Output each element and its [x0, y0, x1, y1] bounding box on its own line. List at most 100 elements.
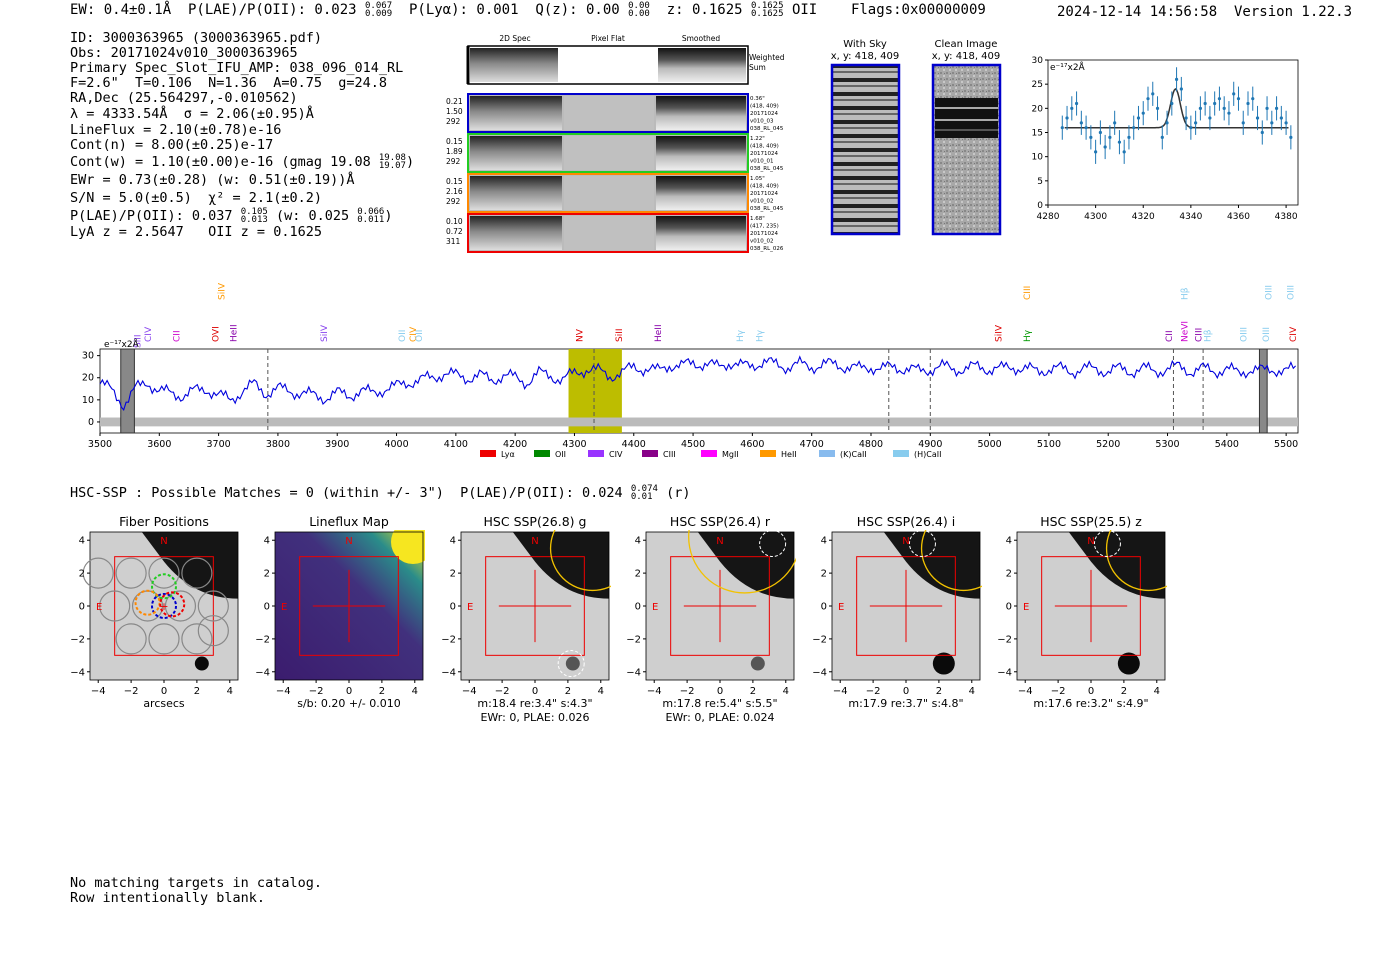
- hsc-ytick: 0: [1006, 602, 1012, 613]
- zoom-point: [1165, 121, 1169, 125]
- spectral-line-label: CIV: [144, 326, 154, 342]
- hsc-ytick: 0: [635, 602, 641, 613]
- north-marker: N: [531, 536, 538, 547]
- hsc-xtick: −2: [309, 686, 324, 697]
- fiber-row-meta: v010_02: [750, 199, 774, 205]
- hsc-panel-image: + N E −4 −4 −2 −2 0 0 2 2 4 4: [70, 531, 239, 697]
- legend-swatch: [760, 450, 776, 457]
- hsc-xtick: 2: [194, 686, 200, 697]
- zoom-ytick: 25: [1032, 80, 1043, 90]
- spectral-line-label: CIII: [1195, 328, 1205, 342]
- spectral-line-label: OIII: [1287, 285, 1297, 300]
- hsc-ytick: 0: [450, 602, 456, 613]
- fiber-row-meta: 20171024: [750, 151, 778, 157]
- info-plae: P(LAE)/P(OII): 0.037 0.105 0.013 (w: 0.02…: [70, 207, 393, 225]
- fiber-circle: [115, 557, 147, 589]
- hsc-ytick: 2: [635, 569, 641, 580]
- zoom-point: [1208, 116, 1212, 120]
- clean-image: [931, 63, 1002, 236]
- hsc-xtick: 0: [161, 686, 167, 697]
- timestamp-version: 2024-12-14 14:56:58 Version 1.22.3: [1057, 4, 1353, 20]
- fiber-circle: [164, 590, 197, 622]
- hsc-xtick: 0: [717, 686, 723, 697]
- fiber-circle: [115, 623, 147, 655]
- hsc-xtick: 4: [598, 686, 604, 697]
- spectrum-xtick: 5000: [978, 439, 1002, 450]
- info-sn-chi2: S/N = 5.0(±0.5) χ² = 2.1(±0.2): [70, 190, 322, 206]
- legend-swatch: [534, 450, 550, 457]
- zoom-ytick: 15: [1032, 129, 1043, 139]
- spectrum-xtick: 5300: [1155, 439, 1179, 450]
- legend-label: (K)CaII: [840, 450, 867, 459]
- info-lya-z: LyA z = 2.5647 OII z = 0.1625: [70, 224, 322, 240]
- spectrum-xtick: 4200: [503, 439, 527, 450]
- galaxy-ellipse: [1105, 530, 1167, 592]
- zoom-point: [1146, 97, 1150, 101]
- hsc-xtick: 2: [379, 686, 385, 697]
- fiber-row-smoothed: [656, 136, 746, 170]
- zoom-point: [1284, 121, 1288, 125]
- catalog-match-circle: [557, 650, 585, 678]
- zoom-point: [1094, 150, 1098, 154]
- spectrum-noise-band: [100, 417, 1298, 427]
- north-marker: N: [345, 536, 352, 547]
- galaxy-ellipse: [688, 530, 796, 594]
- header-summary: EW: 0.4±0.1Å P(LAE)/P(OII): 0.023 0.067 0…: [70, 1, 986, 19]
- hsc-ytick: 2: [264, 569, 270, 580]
- hsc-panel-caption: EWr: 0, PLAE: 0.026: [480, 711, 590, 724]
- spectral-line-label: Hβ: [1181, 287, 1191, 300]
- hsc-ytick: −4: [441, 667, 456, 678]
- header-qz-range: 0.00 0.00: [628, 1, 650, 19]
- hsc-panel-caption: m:17.6 re:3.2" s:4.9": [1033, 697, 1149, 710]
- fiber-row-stat: 0.15: [446, 137, 463, 146]
- info-cont-w: Cont(w) = 1.10(±0.00)e-16 (gmag 19.08 19…: [70, 153, 415, 171]
- spectral-line-label: NeVI: [1181, 321, 1191, 342]
- north-marker: N: [1087, 536, 1094, 547]
- legend-label: HeII: [781, 450, 797, 459]
- aperture-box: [670, 556, 770, 656]
- zoom-point: [1251, 97, 1255, 101]
- hsc-xtick: −2: [680, 686, 695, 697]
- hsc-ytick: −2: [441, 634, 456, 645]
- zoom-point: [1194, 121, 1198, 125]
- zoom-xtick: 4360: [1227, 212, 1250, 222]
- zoom-point: [1079, 121, 1083, 125]
- zoom-point: [1241, 121, 1245, 125]
- zoom-point: [1289, 135, 1293, 139]
- hsc-xtick: 2: [1121, 686, 1127, 697]
- fiber-row-meta: v010_02: [750, 239, 774, 245]
- hsc-panel-caption: s/b: 0.20 +/- 0.010: [297, 697, 401, 710]
- fiber-row-meta: v010_01: [750, 159, 774, 165]
- fiber-row-meta: (418, 409): [750, 144, 779, 150]
- east-marker: E: [652, 602, 658, 613]
- fiber-circle-highlight: [134, 589, 161, 616]
- zoom-xtick: 4380: [1275, 212, 1298, 222]
- spectrum-xtick: 3800: [266, 439, 290, 450]
- info-line-5: λ = 4333.54Å σ = 2.06(±0.95)Å: [70, 106, 314, 122]
- header-qz: Q(z): 0.00: [535, 2, 620, 18]
- spectrum-xtick: 5400: [1215, 439, 1239, 450]
- zoom-point: [1227, 111, 1231, 115]
- zoom-point: [1217, 97, 1222, 101]
- zoom-point: [1151, 92, 1155, 96]
- spectrum-masked-band: [120, 348, 135, 434]
- zoom-point: [1279, 116, 1283, 120]
- spectral-line-label: Hγ: [756, 329, 766, 342]
- zoom-point: [1260, 130, 1264, 135]
- spectral-line-label: Hβ: [1203, 329, 1213, 342]
- spectral-line-label: SiIV: [994, 324, 1004, 342]
- zoom-point: [1132, 126, 1136, 130]
- hsc-xtick: 4: [783, 686, 789, 697]
- hsc-ytick: −4: [626, 667, 641, 678]
- zoom-point: [1060, 126, 1064, 130]
- zoom-point: [1265, 106, 1269, 110]
- catalog-match-circle: [1093, 530, 1121, 558]
- hsc-panel-title: HSC SSP(26.4) i: [856, 514, 956, 529]
- galaxy-ellipse: [549, 530, 611, 592]
- spectrum-xtick: 4800: [859, 439, 883, 450]
- zoom-point: [1089, 135, 1093, 139]
- hsc-ytick: 2: [79, 569, 85, 580]
- zoom-ytick: 30: [1032, 56, 1044, 66]
- hsc-panel-image: N E −4 −4 −2 −2 0 0 2 2 4 4: [441, 530, 611, 697]
- hsc-ytick: 2: [1006, 569, 1012, 580]
